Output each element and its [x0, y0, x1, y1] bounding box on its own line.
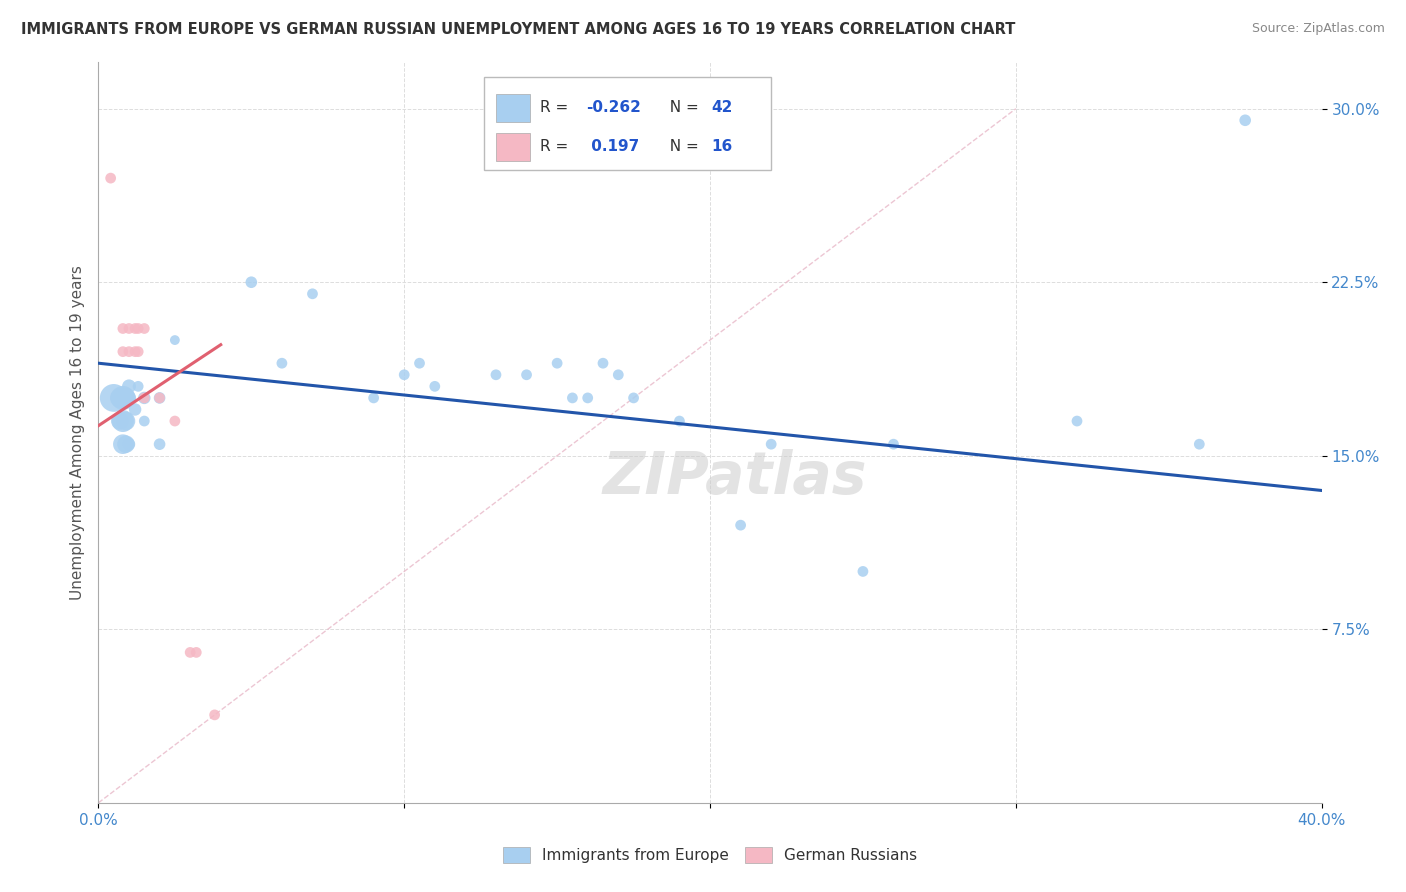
Point [516, 368, 538, 382]
Point [759, 437, 782, 451]
Point [363, 391, 385, 405]
Point [103, 391, 125, 405]
Legend: Immigrants from Europe, German Russians: Immigrants from Europe, German Russians [496, 841, 924, 869]
Point [852, 565, 875, 579]
Point [204, 707, 226, 722]
Point [115, 414, 138, 428]
Point [668, 414, 690, 428]
Point [118, 437, 141, 451]
Point [115, 437, 138, 451]
Point [118, 391, 141, 405]
Point [883, 437, 905, 451]
Point [108, 414, 131, 428]
Point [111, 437, 134, 451]
Point [485, 368, 508, 382]
Point [134, 414, 156, 428]
Point [118, 344, 141, 359]
Point [111, 321, 134, 335]
Point [576, 391, 599, 405]
Point [1188, 437, 1211, 451]
Text: ZIPatlas: ZIPatlas [602, 449, 866, 506]
Point [623, 391, 645, 405]
Point [134, 321, 156, 335]
Point [127, 379, 149, 393]
Text: 42: 42 [711, 100, 733, 115]
Text: Source: ZipAtlas.com: Source: ZipAtlas.com [1251, 22, 1385, 36]
Point [186, 645, 208, 659]
Point [607, 368, 630, 382]
Point [127, 344, 149, 359]
Bar [496, 94, 530, 121]
Point [124, 344, 146, 359]
Text: R =: R = [540, 100, 574, 115]
Point [546, 356, 568, 370]
Text: 16: 16 [711, 139, 733, 154]
Point [163, 333, 186, 347]
Text: N =: N = [659, 100, 703, 115]
Point [118, 321, 141, 335]
Point [1234, 113, 1257, 128]
Point [730, 518, 752, 533]
Point [134, 391, 156, 405]
Point [118, 379, 141, 393]
Text: 0.197: 0.197 [586, 139, 640, 154]
Text: IMMIGRANTS FROM EUROPE VS GERMAN RUSSIAN UNEMPLOYMENT AMONG AGES 16 TO 19 YEARS : IMMIGRANTS FROM EUROPE VS GERMAN RUSSIAN… [21, 22, 1015, 37]
Point [124, 321, 146, 335]
Point [111, 414, 134, 428]
Point [408, 356, 430, 370]
Point [179, 645, 201, 659]
Point [115, 391, 138, 405]
Point [111, 344, 134, 359]
Point [301, 286, 323, 301]
Point [392, 368, 416, 382]
Point [100, 171, 122, 186]
Point [1066, 414, 1088, 428]
Point [108, 391, 131, 405]
Bar [496, 133, 530, 161]
Point [127, 321, 149, 335]
Point [124, 402, 146, 417]
Point [423, 379, 446, 393]
Point [240, 275, 263, 289]
Text: -0.262: -0.262 [586, 100, 641, 115]
Point [149, 391, 172, 405]
Point [592, 356, 614, 370]
Point [561, 391, 583, 405]
Point [149, 437, 172, 451]
Point [134, 391, 156, 405]
Point [149, 391, 172, 405]
Y-axis label: Unemployment Among Ages 16 to 19 years: Unemployment Among Ages 16 to 19 years [69, 265, 84, 600]
Point [111, 391, 134, 405]
Point [270, 356, 292, 370]
Text: R =: R = [540, 139, 574, 154]
Bar [484, 78, 772, 169]
Point [163, 414, 186, 428]
Text: N =: N = [659, 139, 703, 154]
